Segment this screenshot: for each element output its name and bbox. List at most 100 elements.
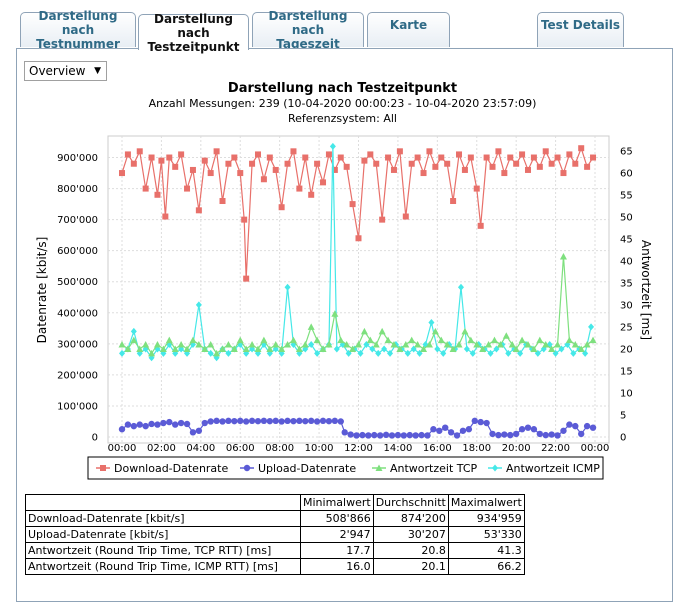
table-cell: 16.0 [300,558,374,575]
data-point [272,417,279,425]
data-point [438,154,445,161]
data-point [590,154,597,161]
data-point [308,191,315,198]
data-point [485,341,493,348]
table-cell: 30'207 [372,526,449,543]
table-cell: 934'959 [447,510,525,527]
data-point [375,349,382,357]
y-right-tick-label: 50 [620,212,633,223]
data-point [118,426,126,433]
tab-tageszeit[interactable]: Darstellung nach Tageszeit [252,9,364,51]
tab-test-details[interactable]: Test Details [537,12,624,47]
data-point [266,154,273,161]
data-point [225,160,232,167]
data-point [459,427,467,434]
tab-karte[interactable]: Karte [367,12,450,47]
data-point [130,422,138,430]
view-select[interactable]: Overview ▼ [24,61,107,81]
data-point [396,345,404,352]
data-point [513,160,520,167]
data-point [530,426,538,433]
data-point [201,419,208,427]
y-right-tick-label: 10 [620,388,633,399]
data-point [420,170,427,177]
data-point [578,145,585,152]
tab-testnummer[interactable]: Darstellung nach Testnummer [20,9,136,51]
legend-marker [375,464,383,471]
data-point [154,421,161,428]
data-point [177,341,185,348]
table-header-cell: Minimalwert [300,494,374,511]
data-point [130,336,138,344]
data-point [501,170,508,177]
data-point [566,421,573,428]
table-row: Antwortzeit (Round Trip Time, ICMP RTT) … [25,558,525,575]
y-left-axis-label: Datenrate [kbit/s] [35,237,49,344]
data-point [473,185,480,192]
data-point [495,431,502,439]
data-point [178,151,185,158]
data-point [343,163,350,170]
data-point [467,336,475,344]
data-point [301,341,309,348]
data-point [148,154,155,161]
table-header-row: Minimalwert Durchschnitt Maximalwert [25,494,525,511]
data-point [360,327,368,335]
data-point [471,417,478,425]
data-point [554,341,562,348]
data-point [512,430,520,438]
tab-label: Test Details [540,18,621,32]
x-tick-label: 20:00 [502,443,531,454]
data-point [554,154,561,161]
data-point [390,341,398,348]
data-point [347,431,354,438]
x-tick-label: 00:00 [108,443,137,454]
y-right-tick-label: 20 [620,344,633,355]
chart: 00:00 02:00 04:00 06:00 08:00 10:00 12:00 14:00… [35,135,653,480]
data-point [302,417,309,425]
data-point [272,166,279,173]
data-point [414,341,422,348]
data-point [487,349,494,357]
data-point [260,176,267,183]
view-select-value: Overview [29,64,86,78]
data-point [357,349,364,357]
legend-label: Antwortzeit TCP [390,462,478,475]
data-point [224,341,232,348]
data-point [425,341,433,348]
data-point [536,430,544,438]
data-point [420,345,428,352]
data-point [536,163,543,170]
tab-label: Darstellung nach Testnummer [36,9,120,51]
data-point [577,345,585,352]
x-tick-label: 08:00 [265,443,294,454]
data-point [314,160,321,167]
y-right-tick-label: 65 [620,146,633,157]
data-point [440,349,447,357]
data-point [142,422,149,430]
y-right-tick-label: 25 [620,322,633,333]
y-left-tick-label: 600'000 [57,246,98,257]
data-point [359,431,366,439]
data-point [349,345,357,352]
x-tick-label: 10:00 [305,443,334,454]
data-point [524,341,532,348]
data-point [376,432,384,439]
data-point [394,431,402,439]
data-point [477,222,484,229]
data-point [381,345,388,353]
data-point [501,431,508,438]
data-point [428,319,435,327]
y-right-tick-label: 45 [620,234,633,245]
y-right-tick-label: 35 [620,278,633,289]
legend-marker [243,464,251,472]
data-point [412,432,419,439]
data-point [225,349,232,357]
data-point [572,422,579,430]
data-point [566,151,573,158]
tab-testzeitpunkt[interactable]: Darstellung nach Testzeitpunkt [138,12,249,54]
data-point [554,432,561,439]
data-point [572,160,579,167]
data-point [456,151,463,158]
data-point [430,426,437,433]
